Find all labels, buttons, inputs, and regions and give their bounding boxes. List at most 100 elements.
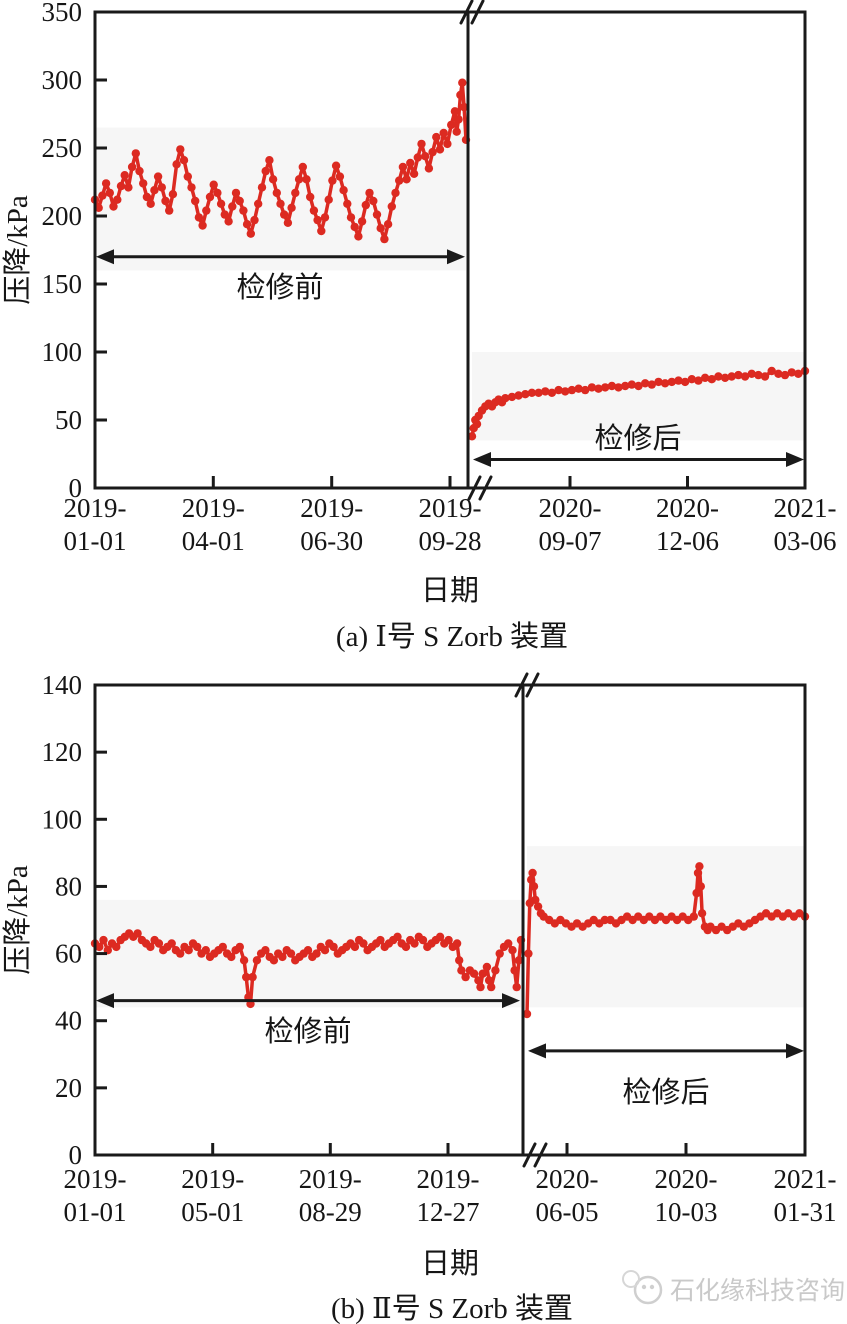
chart-a-data-point	[268, 175, 278, 184]
chart-a-data-point	[794, 369, 803, 378]
chart-b-data-point	[303, 946, 313, 955]
chart-a-data-point	[660, 379, 670, 388]
chart-a-data-point	[320, 213, 330, 222]
chart-b-data-point	[529, 882, 539, 891]
chart-a-data-point	[687, 375, 696, 384]
chart-a-data-point	[432, 132, 441, 142]
chart-a-data-point	[354, 232, 363, 241]
chart-b-data-point	[692, 888, 701, 898]
chart-a-data-point	[135, 166, 144, 176]
chart-a-data-point	[402, 175, 411, 184]
chart-a-y-tick-label: 200	[42, 201, 83, 231]
chart-b-data-point	[524, 949, 533, 958]
chart-a-data-point	[514, 391, 523, 400]
chart-a-data-point	[454, 115, 463, 124]
chart-b-data-point	[235, 942, 244, 952]
chart-b-y-tick-label: 20	[55, 1073, 82, 1103]
chart-b-y-tick-label: 120	[42, 737, 83, 767]
chart-a-data-point	[202, 206, 211, 215]
chart-a-data-point	[272, 188, 281, 198]
chart-a-data-point	[714, 372, 723, 381]
chart-a-data-point	[328, 176, 337, 185]
chart-b-data-point	[350, 942, 360, 952]
chart-a-y-tick-label: 0	[69, 473, 83, 503]
chart-b-before-maintenance-label: 检修前	[264, 1015, 351, 1048]
chart-a-data-point	[346, 213, 356, 222]
chart-a-data-point	[242, 220, 252, 229]
chart-a-data-point	[641, 379, 650, 388]
chart-b-y-tick-label: 60	[55, 939, 82, 969]
chart-a-after-maintenance-label: 检修后	[594, 422, 681, 455]
chart-b-data-point	[457, 966, 466, 975]
chart-b-data-point	[286, 949, 296, 958]
chart-a-data-point	[707, 375, 716, 384]
chart-b-x-tick-label: 2019-	[299, 1164, 362, 1194]
watermark-logo-icon	[622, 1270, 663, 1305]
chart-a-data-point	[94, 203, 103, 212]
chart-a-data-point	[747, 369, 756, 378]
chart-a-data-point	[459, 103, 469, 112]
chart-b-data-point	[469, 969, 479, 978]
watermark-brand-text: 石化缘科技咨询	[670, 1277, 845, 1305]
chart-a-data-point	[780, 370, 790, 380]
chart-b-arrowhead-right	[786, 1043, 804, 1059]
chart-b-data-point	[531, 895, 540, 905]
chart-a-data-point	[383, 220, 393, 229]
chart-a-y-tick-label: 300	[42, 65, 83, 95]
chart-a-data-point	[287, 203, 296, 212]
chart-a-x-tick-label: 2020-	[656, 493, 719, 523]
chart-a-data-point	[191, 196, 200, 206]
chart-a-data-point	[235, 196, 244, 206]
chart-a-data-point	[183, 172, 192, 181]
chart-a-data-point	[187, 183, 196, 192]
chart-a-arrowhead-right	[786, 451, 804, 467]
chart-a-data-point	[674, 376, 683, 385]
chart-b-data-point	[248, 972, 257, 982]
chart-a-data-point	[335, 172, 345, 181]
chart-b-data-point	[476, 982, 485, 992]
chart-a-axis-break-mark	[478, 475, 493, 501]
chart-b-data-point	[478, 969, 487, 978]
chart-b-data-point	[528, 868, 537, 878]
chart-a-data-point	[298, 162, 307, 172]
chart-a-data-point	[767, 366, 776, 376]
chart-a-arrowhead-left	[473, 451, 491, 467]
chart-a-y-tick-label: 150	[42, 269, 83, 299]
chart-a-axis-break-mark	[459, 0, 474, 25]
chart-a-data-point	[574, 384, 583, 393]
chart-a-x-tick-label: 2019-	[182, 493, 245, 523]
chart-a-data-point	[607, 381, 617, 391]
chart-b-x-tick-label: 2019-	[417, 1164, 480, 1194]
chart-a-data-point	[567, 385, 577, 395]
chart-a-data-point	[452, 127, 461, 136]
chart-a-data-point	[213, 188, 222, 198]
chart-a-data-point	[421, 152, 430, 161]
chart-a-data-point	[387, 202, 396, 211]
chart-b-data-point	[376, 935, 385, 945]
chart-a-data-point	[228, 202, 237, 211]
chart-b-x-axis-label: 日期	[421, 1248, 479, 1280]
chart-a-x-tick-label: 2019-	[64, 493, 127, 523]
chart-b-data-point	[261, 946, 270, 955]
chart-b-data-point	[695, 862, 704, 871]
chart-a-data-point	[168, 190, 178, 199]
chart-b-data-point	[242, 972, 251, 982]
chart-a-y-tick-label: 50	[55, 405, 82, 435]
chart-b-y-tick-label: 80	[55, 871, 82, 901]
chart-a-data-point	[257, 183, 267, 192]
chart-b-data-point	[510, 966, 519, 975]
chart-b-frame	[93, 683, 807, 1157]
chart-b-axis-break-mark	[525, 672, 540, 698]
chart-b-data-point	[218, 942, 227, 952]
chart-a-data-point	[176, 145, 185, 154]
chart-a-data-point	[456, 90, 465, 100]
chart-a-data-point	[198, 221, 207, 230]
chart-a-data-point	[179, 156, 189, 165]
chart-a-data-point	[361, 200, 370, 210]
chart-a-data-point	[501, 394, 510, 403]
chart-a-data-point	[581, 385, 590, 395]
chart-a-data-point	[220, 210, 229, 219]
chart-b-data-point	[312, 949, 321, 958]
chart-a-data-point	[424, 164, 434, 173]
chart-a-data-point	[594, 384, 603, 393]
